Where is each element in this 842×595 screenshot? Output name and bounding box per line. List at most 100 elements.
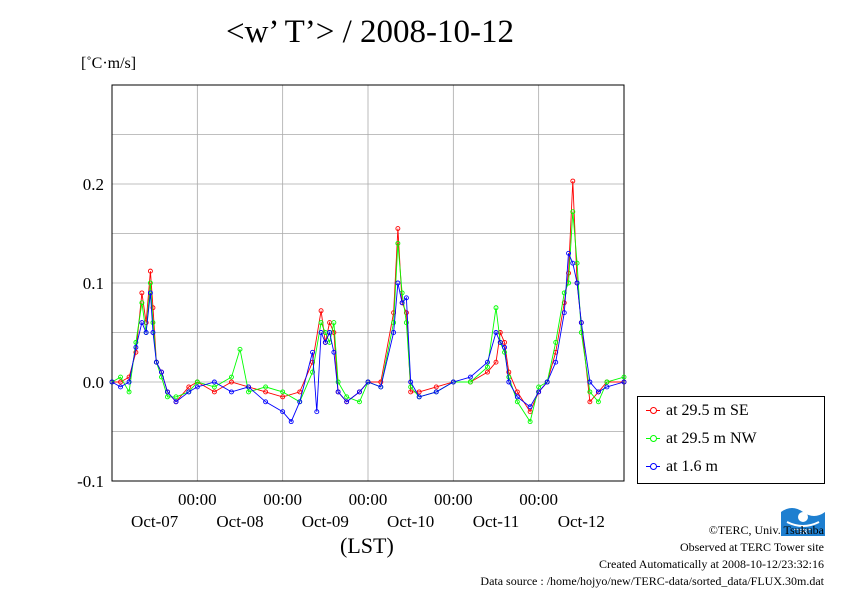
data-point (147, 268, 153, 274)
data-point (335, 389, 341, 395)
data-point (416, 394, 422, 400)
data-point (153, 359, 159, 365)
data-point (536, 384, 542, 390)
data-point (378, 384, 384, 390)
data-point (493, 330, 499, 335)
legend: at 29.5 m SE at 29.5 m NW at 1.6 m (637, 396, 825, 484)
legend-label: at 29.5 m SE (666, 402, 749, 419)
data-point (186, 389, 192, 395)
data-point (118, 379, 123, 385)
data-point (310, 369, 315, 375)
data-point (263, 399, 269, 405)
x-tick-time-label: 00:00 (349, 490, 388, 509)
data-point (139, 320, 145, 326)
legend-marker-blue (646, 460, 660, 474)
data-point (587, 379, 593, 385)
data-point (514, 389, 520, 395)
data-point (327, 330, 333, 335)
x-tick-date-label: Oct-09 (302, 512, 349, 531)
site-text: Observed at TERC Tower site (679, 540, 824, 554)
data-point (391, 320, 397, 326)
data-point (322, 339, 328, 345)
data-point (133, 339, 139, 345)
data-point (621, 379, 627, 385)
data-point (159, 374, 164, 380)
data-point (493, 305, 499, 311)
data-point (211, 379, 217, 385)
data-point (173, 394, 179, 400)
data-point (297, 389, 303, 395)
y-tick-label: 0.2 (83, 175, 104, 194)
data-point (450, 379, 456, 385)
legend-item-29-5m-se: at 29.5 m SE (646, 400, 749, 422)
data-point (288, 419, 294, 425)
data-point (280, 409, 286, 415)
data-point (109, 379, 115, 385)
data-point (173, 399, 179, 405)
data-point (391, 330, 397, 335)
data-point (331, 349, 337, 355)
data-point (467, 374, 473, 380)
data-point (365, 379, 371, 385)
legend-marker-red (646, 404, 660, 418)
data-point (318, 320, 324, 326)
data-point (578, 320, 584, 326)
data-point (566, 250, 571, 256)
data-point (139, 290, 145, 296)
data-point (578, 330, 584, 335)
data-point (246, 389, 251, 395)
data-point (587, 389, 593, 395)
data-point (408, 389, 414, 395)
data-point (399, 300, 405, 306)
data-point (408, 384, 414, 390)
data-point (118, 384, 123, 390)
x-tick-date-label: Oct-11 (473, 512, 520, 531)
data-point (133, 344, 139, 350)
y-axis-unit-label: [˚C·m/s] (81, 55, 137, 72)
data-point (604, 379, 610, 385)
data-point (574, 280, 580, 286)
data-point (280, 394, 286, 400)
data-point (595, 389, 601, 395)
data-point (357, 399, 362, 405)
legend-label: at 1.6 m (666, 458, 718, 475)
data-point (263, 389, 269, 395)
data-point (395, 280, 401, 286)
data-point (506, 369, 512, 375)
data-point (165, 394, 170, 400)
data-point (126, 379, 132, 385)
y-tick-labels: -0.1 0.0 0.1 0.2 (77, 175, 104, 491)
x-tick-date-label: Oct-08 (216, 512, 263, 531)
credits-block: ©TERC, Univ. Tsukuba Observed at TERC To… (480, 522, 824, 590)
data-point (126, 389, 132, 395)
x-tick-date-label: Oct-10 (387, 512, 434, 531)
data-point (514, 399, 520, 405)
data-point (621, 374, 627, 380)
logo-text: TERC (793, 528, 812, 536)
data-point (139, 300, 145, 306)
data-point (561, 290, 567, 296)
x-tick-date-label: Oct-12 (558, 512, 605, 531)
data-point (485, 359, 490, 365)
legend-marker-green (646, 432, 660, 446)
data-point (165, 389, 170, 395)
data-point (604, 384, 610, 390)
x-tick-time-label: 00:00 (178, 490, 217, 509)
grid-lines (112, 84, 624, 482)
data-point (408, 379, 414, 385)
x-tick-date-label: Oct-07 (131, 512, 179, 531)
data-point (514, 394, 520, 400)
data-point (314, 409, 320, 415)
source-text: Data source : /home/hojyo/new/TERC-data/… (480, 574, 824, 588)
data-point (237, 346, 243, 352)
data-point (485, 364, 490, 370)
data-point (395, 226, 401, 232)
data-point (570, 209, 576, 215)
data-point (553, 359, 559, 365)
legend-item-29-5m-nw: at 29.5 m NW (646, 428, 757, 450)
terc-logo-icon: TERC (781, 500, 825, 536)
chart-title: <w’ T’> / 2008-10-12 (225, 14, 515, 50)
data-point (395, 240, 401, 246)
data-point (318, 330, 324, 335)
x-tick-labels: 00:00 00:00 00:00 00:00 00:00 Oct-07 Oct-08 Oct… (131, 490, 605, 531)
